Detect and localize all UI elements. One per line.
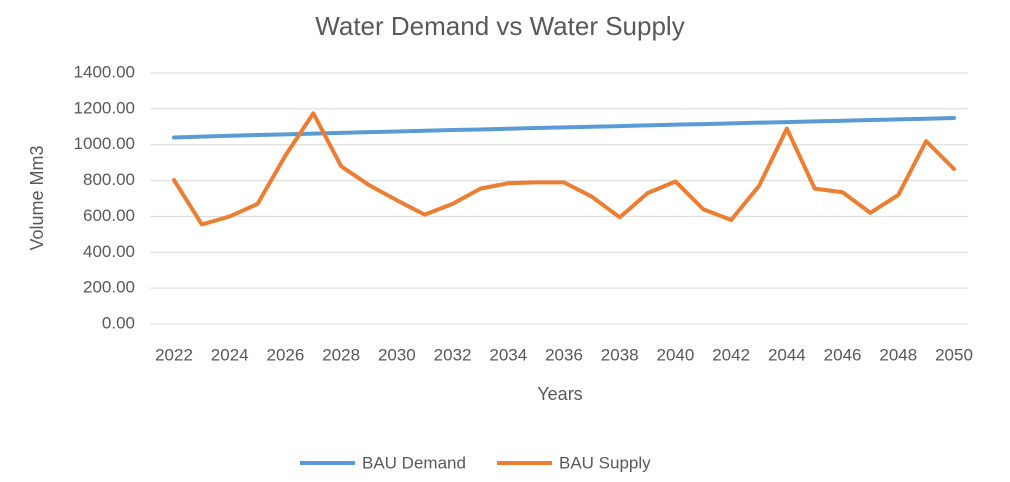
x-tick-label: 2026 <box>267 345 305 364</box>
x-axis-label: Years <box>537 384 582 404</box>
legend-label: BAU Supply <box>559 453 651 472</box>
y-tick-label: 600.00 <box>83 206 135 225</box>
x-tick-label: 2024 <box>211 345 249 364</box>
x-tick-label: 2022 <box>155 345 193 364</box>
chart-title: Water Demand vs Water Supply <box>315 11 684 41</box>
x-tick-label: 2038 <box>601 345 639 364</box>
x-tick-label: 2042 <box>712 345 750 364</box>
series-line <box>172 111 956 227</box>
y-tick-label: 800.00 <box>83 170 135 189</box>
series-line <box>172 116 956 140</box>
legend-label: BAU Demand <box>362 453 466 472</box>
x-tick-label: 2030 <box>378 345 416 364</box>
y-tick-label: 400.00 <box>83 242 135 261</box>
y-tick-label: 200.00 <box>83 278 135 297</box>
x-tick-label: 2046 <box>824 345 862 364</box>
y-tick-label: 1200.00 <box>74 98 135 117</box>
x-tick-label: 2032 <box>434 345 472 364</box>
x-tick-label: 2036 <box>545 345 583 364</box>
y-tick-label: 1400.00 <box>74 62 135 81</box>
x-tick-label: 2028 <box>322 345 360 364</box>
x-tick-label: 2034 <box>489 345 527 364</box>
y-axis-label: Volume Mm3 <box>27 145 47 250</box>
x-tick-label: 2050 <box>935 345 973 364</box>
x-tick-label: 2040 <box>657 345 695 364</box>
x-tick-label: 2048 <box>879 345 917 364</box>
x-tick-label: 2044 <box>768 345 806 364</box>
y-tick-label: 0.00 <box>102 313 135 332</box>
y-tick-label: 1000.00 <box>74 134 135 153</box>
